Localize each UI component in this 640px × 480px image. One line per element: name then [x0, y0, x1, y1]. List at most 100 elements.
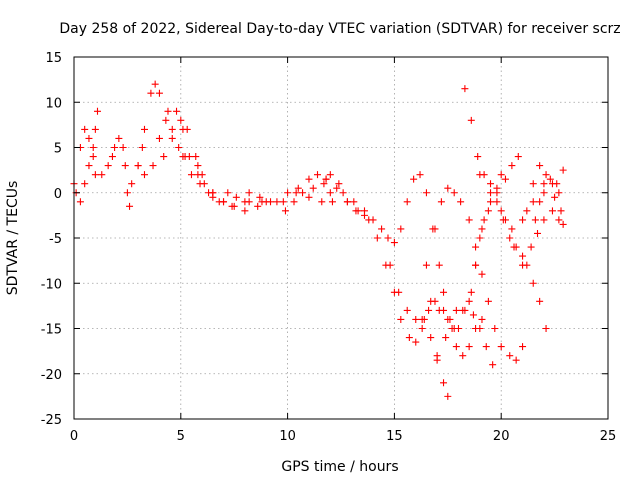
series-arc-5: [140, 107, 334, 206]
data-point: [162, 116, 170, 124]
data-point: [81, 180, 89, 188]
data-point: [121, 162, 129, 170]
data-point: [155, 134, 163, 142]
series-arc-4: [134, 80, 187, 170]
chart-title: Day 258 of 2022, Sidereal Day-to-day VTE…: [59, 21, 620, 37]
series-arc-10: [292, 189, 392, 242]
data-points: [70, 80, 567, 400]
series-arc-11: [322, 175, 456, 346]
data-point: [284, 189, 292, 197]
data-point: [175, 144, 183, 151]
data-point: [431, 225, 439, 233]
data-point: [529, 180, 537, 188]
data-point: [493, 189, 501, 197]
data-point: [531, 216, 539, 224]
series-arc-6: [160, 116, 270, 210]
series-arc-21: [523, 162, 567, 215]
plot-frame: [73, 56, 609, 420]
data-point: [267, 198, 275, 206]
data-point: [279, 198, 287, 206]
data-point: [497, 343, 505, 351]
data-point: [536, 162, 544, 170]
y-axis-label: SDTVAR / TECUs: [5, 181, 21, 296]
y-tick-label: 0: [54, 187, 62, 202]
data-point: [529, 279, 537, 287]
data-point: [128, 180, 136, 188]
data-point: [326, 189, 334, 197]
data-point: [418, 325, 426, 332]
data-point: [147, 89, 155, 97]
data-point: [354, 207, 362, 215]
data-point: [412, 338, 420, 346]
data-point: [559, 166, 567, 174]
data-point: [540, 216, 548, 224]
y-tick-label: 5: [54, 142, 62, 157]
data-point: [290, 198, 298, 206]
y-tick-label: -20: [41, 368, 62, 383]
data-point: [168, 125, 176, 133]
data-point: [410, 175, 418, 183]
data-point: [467, 116, 475, 124]
data-point: [397, 225, 405, 233]
data-point: [224, 189, 232, 197]
data-point: [452, 343, 460, 351]
data-point: [435, 306, 443, 314]
data-point: [314, 171, 322, 179]
data-point: [512, 356, 520, 364]
data-point: [151, 80, 159, 88]
data-point: [232, 193, 240, 201]
data-point: [326, 171, 334, 179]
data-point: [540, 180, 548, 188]
data-point: [119, 144, 127, 151]
data-point: [318, 198, 326, 206]
data-point: [89, 144, 97, 151]
data-point: [405, 334, 413, 342]
data-point: [459, 352, 467, 360]
data-point: [373, 234, 381, 242]
series-arc-20: [497, 153, 522, 179]
data-point: [299, 189, 307, 197]
data-point: [395, 288, 403, 296]
data-point: [418, 315, 426, 323]
data-point: [523, 207, 531, 215]
data-point: [540, 189, 548, 197]
series-arc-1: [70, 125, 116, 188]
data-point: [422, 261, 430, 269]
data-point: [422, 189, 430, 197]
data-point: [254, 202, 262, 210]
data-point: [461, 85, 469, 93]
data-point: [548, 207, 556, 215]
data-point: [81, 125, 89, 133]
data-point: [487, 180, 495, 188]
data-point: [427, 334, 435, 342]
series-arc-16: [433, 175, 509, 360]
data-point: [555, 216, 563, 224]
data-point: [478, 225, 486, 233]
data-point: [527, 243, 535, 251]
data-point: [442, 334, 450, 342]
data-point: [181, 153, 189, 161]
data-point: [140, 125, 148, 133]
data-point: [149, 162, 157, 170]
data-point: [551, 193, 559, 201]
data-point: [452, 306, 460, 314]
data-point: [454, 325, 462, 332]
data-point: [557, 207, 565, 215]
series-arc-14: [418, 297, 497, 369]
data-point: [465, 343, 473, 351]
data-point: [546, 175, 554, 183]
data-point: [256, 193, 264, 201]
data-point: [514, 153, 522, 161]
data-point: [85, 134, 93, 142]
data-point: [450, 189, 458, 197]
data-point: [491, 325, 499, 332]
data-point: [198, 171, 206, 179]
data-point: [335, 180, 343, 188]
data-point: [548, 180, 556, 188]
data-point: [489, 361, 497, 369]
data-point: [187, 171, 195, 179]
series-arc-12: [390, 171, 486, 360]
data-point: [416, 171, 424, 179]
data-point: [435, 261, 443, 269]
x-tick-label: 10: [279, 429, 296, 444]
